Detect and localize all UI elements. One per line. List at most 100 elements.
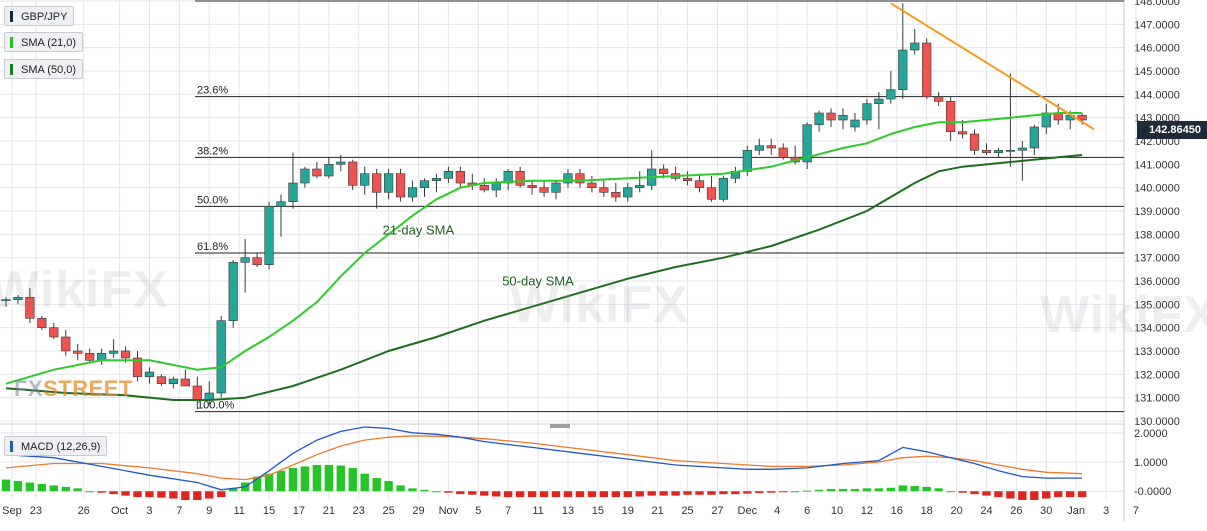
candle-body	[443, 171, 454, 179]
macd-histogram-bar	[958, 491, 967, 493]
time-tick-label: 25	[681, 505, 693, 517]
macd-histogram-bar	[109, 491, 118, 495]
macd-histogram-bar	[994, 491, 1003, 498]
candle-body	[957, 131, 968, 135]
candle-body	[814, 112, 824, 125]
sma50-label: SMA (50,0)	[21, 64, 77, 76]
macd-histogram-bar	[252, 476, 262, 492]
instrument-label[interactable]: GBP/JPY	[4, 6, 75, 26]
macd-histogram-bar	[802, 490, 812, 492]
candle-body	[682, 178, 693, 181]
time-tick-label: 15	[263, 505, 275, 517]
candle-body	[73, 350, 83, 354]
macd-histogram-bar	[527, 491, 537, 498]
macd-histogram-bar	[1042, 491, 1051, 499]
time-tick-label: 29	[412, 505, 424, 517]
macd-histogram-bar	[372, 478, 381, 492]
macd-histogram-bar	[838, 488, 848, 492]
candle-body	[599, 187, 609, 193]
macd-histogram-bar	[814, 489, 824, 492]
fib-level-label: 100.0%	[197, 400, 235, 412]
time-tick-label: 24	[980, 505, 992, 517]
time-tick-label: 17	[293, 505, 305, 517]
macd-histogram-bar	[683, 491, 692, 495]
macd-histogram-bar	[898, 485, 907, 492]
time-tick-label: 19	[622, 505, 634, 517]
macd-histogram-bar	[862, 488, 872, 492]
macd-tick-label: 1.0000	[1134, 457, 1168, 469]
candle-body	[276, 201, 286, 207]
macd-histogram-bar	[910, 485, 919, 492]
candle-body	[348, 161, 358, 186]
indicator-sma50[interactable]: SMA (50,0)	[4, 59, 84, 79]
candle-body	[228, 262, 238, 321]
time-tick-label: 18	[921, 505, 933, 517]
time-tick-label: 7	[1133, 505, 1139, 517]
macd-histogram-bar	[97, 491, 106, 493]
time-tick-label: 15	[592, 505, 604, 517]
candle-body	[120, 350, 131, 359]
macd-histogram-bar	[288, 467, 298, 492]
macd-histogram-bar	[217, 491, 226, 498]
time-tick-label: 9	[206, 505, 212, 517]
candle-body	[969, 133, 980, 151]
candle-body	[49, 327, 59, 338]
candle-body	[491, 182, 501, 191]
fib-level-label: 23.6%	[197, 85, 228, 97]
indicator-macd[interactable]: MACD (12,26,9)	[4, 436, 108, 456]
price-tick-label: 130.0000	[1134, 416, 1180, 428]
macd-histogram-bar	[61, 486, 70, 492]
candle-body	[61, 336, 71, 352]
macd-histogram-bar	[779, 491, 788, 493]
macd-histogram-bar	[25, 482, 35, 492]
candle-body	[97, 353, 107, 361]
time-tick-label: 12	[861, 505, 873, 517]
candle-body	[312, 168, 322, 177]
price-tick-label: 134.0000	[1134, 323, 1180, 335]
candle-body	[216, 320, 226, 394]
candle-body	[1041, 112, 1051, 128]
time-tick-label: 21	[652, 505, 664, 517]
fib-level-label: 0.0%	[197, 0, 222, 1]
macd-histogram-bar	[312, 464, 322, 492]
time-tick-label: 23	[353, 505, 365, 517]
candle-body	[563, 173, 573, 184]
candle-body	[898, 49, 908, 90]
candle-body	[13, 297, 23, 300]
sma21-swatch	[10, 37, 13, 48]
candle-body	[85, 353, 95, 361]
sma-annotation: 50-day SMA	[502, 274, 574, 289]
candle-body	[539, 187, 549, 193]
macd-histogram-bar	[551, 491, 561, 498]
time-tick-label: 25	[382, 505, 394, 517]
macd-histogram-bar	[1054, 491, 1063, 498]
macd-histogram-bar	[599, 491, 609, 498]
macd-histogram-bar	[1, 479, 11, 492]
macd-histogram-bar	[336, 465, 345, 492]
candle-body	[934, 96, 944, 102]
time-tick-label: Sep	[2, 505, 22, 517]
macd-histogram-bar	[181, 491, 190, 500]
price-tick-label: 146.0000	[1134, 43, 1180, 55]
macd-histogram-bar	[145, 491, 154, 498]
candle-body	[419, 180, 430, 188]
price-tick-label: 133.0000	[1134, 346, 1180, 358]
price-tick-label: 140.0000	[1134, 183, 1180, 195]
macd-histogram-bar	[635, 491, 644, 497]
indicator-sma21[interactable]: SMA (21,0)	[4, 32, 84, 52]
time-tick-label: Dec	[738, 505, 758, 517]
time-tick-label: 20	[950, 505, 962, 517]
time-tick-label: 26	[78, 505, 90, 517]
macd-histogram-bar	[659, 491, 668, 496]
candle-body	[838, 115, 848, 121]
time-tick-label: 21	[323, 505, 335, 517]
candle-body	[611, 192, 621, 198]
macd-line	[5, 426, 1083, 491]
current-price-tag: 142.86450	[1137, 121, 1207, 139]
macd-histogram-bar	[276, 470, 286, 492]
time-tick-label: 5	[475, 505, 481, 517]
candle-body	[1077, 115, 1087, 121]
candle-body	[25, 297, 35, 319]
